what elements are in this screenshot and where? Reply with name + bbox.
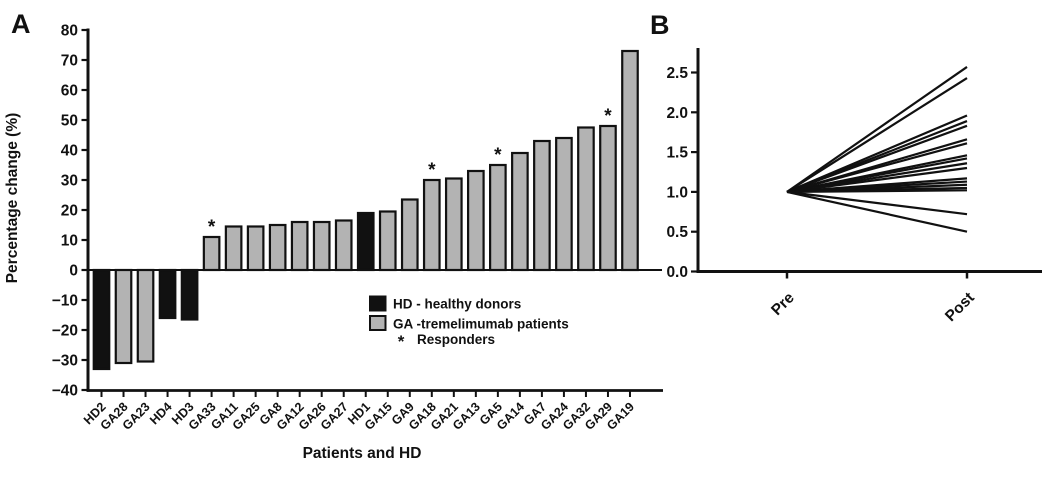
panel-a-label: A: [11, 9, 31, 39]
bar-GA12: [290, 220, 309, 272]
bar-GA25: [246, 225, 265, 272]
bar-GA9: [400, 198, 419, 272]
bar-HD4: [158, 268, 177, 320]
a-x-axis-title: Patients and HD: [303, 445, 422, 462]
a-y-tick-label: 10: [61, 233, 78, 250]
a-y-tick-label: −40: [52, 383, 78, 400]
a-y-tick-label: −10: [52, 293, 78, 310]
pre-post-line-6: [786, 142, 968, 193]
bar-GA13: [466, 169, 485, 272]
pre-post-line-15: [786, 189, 968, 193]
pre-post-line-4: [786, 124, 968, 193]
pre-post-line-1: [786, 77, 968, 193]
responder-star-GA33: *: [208, 217, 216, 238]
pre-post-line-17: [786, 190, 968, 233]
a-y-tick-label: 30: [61, 173, 78, 190]
legend-swatch-hd: [369, 295, 387, 312]
b-y-tick-label: 2.5: [666, 65, 688, 82]
pre-post-line-16: [786, 190, 968, 216]
a-y-tick-label: 20: [61, 203, 78, 220]
a-y-tick-label: 50: [61, 113, 78, 130]
b-y-tick-label: 1.5: [666, 145, 688, 162]
bar-GA26: [312, 220, 331, 272]
a-y-tick-label: 0: [69, 263, 78, 280]
a-y-tick-label: 60: [61, 83, 78, 100]
a-y-tick-label: −30: [52, 353, 78, 370]
a-y-tick-label: 40: [61, 143, 78, 160]
pre-post-line-0: [786, 66, 968, 193]
legend-asterisk-icon: *: [398, 332, 405, 351]
bar-GA32: [577, 126, 595, 272]
responder-star-GA5: *: [494, 145, 502, 166]
bar-GA19: [621, 49, 639, 272]
legend: HD - healthy donors GA -tremelimumab pati…: [369, 295, 569, 351]
legend-swatch-ga: [369, 315, 387, 331]
bar-GA8: [268, 223, 287, 272]
bar-HD3: [180, 268, 199, 321]
legend-label-responders: Responders: [417, 332, 495, 347]
b-y-tick-label: 0.5: [666, 224, 688, 241]
panel-b-label: B: [650, 10, 670, 40]
a-y-tick-label: −20: [52, 323, 78, 340]
b-x-tick-label-pre: Pre: [768, 289, 798, 319]
legend-label-hd: HD - healthy donors: [393, 297, 521, 312]
bar-GA11: [224, 225, 243, 272]
a-y-axis-title: Percentage change (%): [4, 113, 21, 284]
bar-HD2: [92, 268, 111, 371]
b-y-tick-label: 2.0: [666, 105, 688, 122]
bar-HD1: [356, 211, 375, 272]
a-x-tick-label-HD4: HD4: [147, 400, 175, 428]
bar-GA23: [136, 268, 155, 363]
bar-GA14: [511, 151, 529, 272]
legend-label-ga: GA -tremelimumab patients: [393, 317, 569, 332]
bar-GA33: [202, 235, 221, 272]
pre-post-line-10: [786, 166, 968, 193]
bar-GA15: [378, 210, 397, 272]
bar-GA21: [444, 177, 463, 272]
panel-a: 80706050403020100−10−20−30−40HD2GA28GA23…: [4, 23, 663, 462]
b-y-tick-label: 0.0: [666, 264, 688, 281]
bar-GA29: [599, 124, 617, 272]
b-y-tick-label: 1.0: [666, 184, 688, 201]
b-x-tick-label-post: Post: [942, 289, 978, 325]
panel-b: 0.0 0.5 1.0 1.5 2.0 2.5 Pre Post: [666, 48, 1042, 325]
bar-GA7: [533, 139, 551, 272]
a-y-tick-label: 80: [61, 23, 78, 40]
bar-GA5: [489, 163, 507, 272]
bar-GA28: [114, 268, 133, 365]
responder-star-GA29: *: [604, 106, 612, 127]
a-y-tick-label: 70: [61, 53, 78, 70]
responder-star-GA18: *: [428, 160, 436, 181]
bar-GA24: [555, 136, 573, 272]
bar-GA18: [422, 178, 441, 272]
bar-GA27: [334, 219, 353, 272]
